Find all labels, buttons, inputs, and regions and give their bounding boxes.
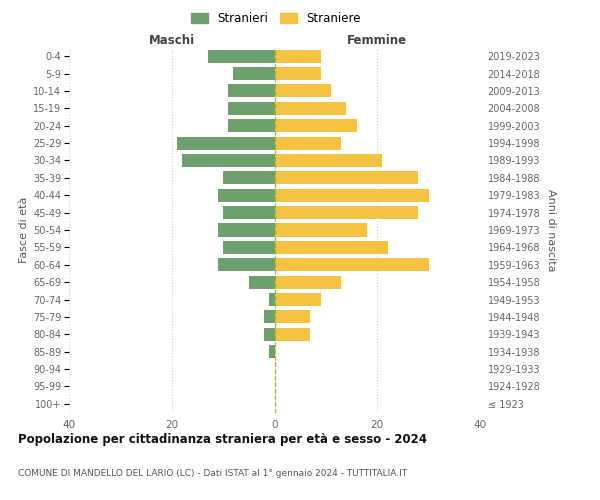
Bar xyxy=(223,241,275,254)
Bar xyxy=(275,172,418,184)
Bar xyxy=(275,224,367,236)
Bar xyxy=(264,328,275,341)
Y-axis label: Fasce di età: Fasce di età xyxy=(19,197,29,263)
Bar xyxy=(208,50,275,62)
Bar xyxy=(275,102,346,115)
Text: Maschi: Maschi xyxy=(149,34,195,48)
Bar xyxy=(275,136,341,149)
Bar xyxy=(269,293,275,306)
Bar xyxy=(223,172,275,184)
Bar xyxy=(275,84,331,98)
Bar xyxy=(275,328,310,341)
Bar xyxy=(275,206,418,219)
Bar xyxy=(275,293,321,306)
Bar xyxy=(177,136,275,149)
Bar xyxy=(182,154,275,167)
Bar xyxy=(275,241,388,254)
Bar xyxy=(228,84,275,98)
Bar xyxy=(275,50,321,62)
Y-axis label: Anni di nascita: Anni di nascita xyxy=(546,188,556,271)
Bar xyxy=(275,119,356,132)
Bar xyxy=(218,224,275,236)
Legend: Stranieri, Straniere: Stranieri, Straniere xyxy=(188,8,364,28)
Bar xyxy=(218,258,275,272)
Text: COMUNE DI MANDELLO DEL LARIO (LC) - Dati ISTAT al 1° gennaio 2024 - TUTTITALIA.I: COMUNE DI MANDELLO DEL LARIO (LC) - Dati… xyxy=(18,468,407,477)
Bar xyxy=(228,119,275,132)
Bar xyxy=(264,310,275,324)
Bar xyxy=(269,345,275,358)
Bar xyxy=(228,102,275,115)
Bar xyxy=(233,67,275,80)
Text: Femmine: Femmine xyxy=(347,34,407,48)
Bar xyxy=(275,258,428,272)
Bar xyxy=(275,67,321,80)
Bar xyxy=(218,188,275,202)
Bar xyxy=(275,310,310,324)
Bar xyxy=(275,276,341,288)
Text: Popolazione per cittadinanza straniera per età e sesso - 2024: Popolazione per cittadinanza straniera p… xyxy=(18,432,427,446)
Bar xyxy=(275,188,428,202)
Bar xyxy=(249,276,275,288)
Bar xyxy=(223,206,275,219)
Bar xyxy=(275,154,382,167)
